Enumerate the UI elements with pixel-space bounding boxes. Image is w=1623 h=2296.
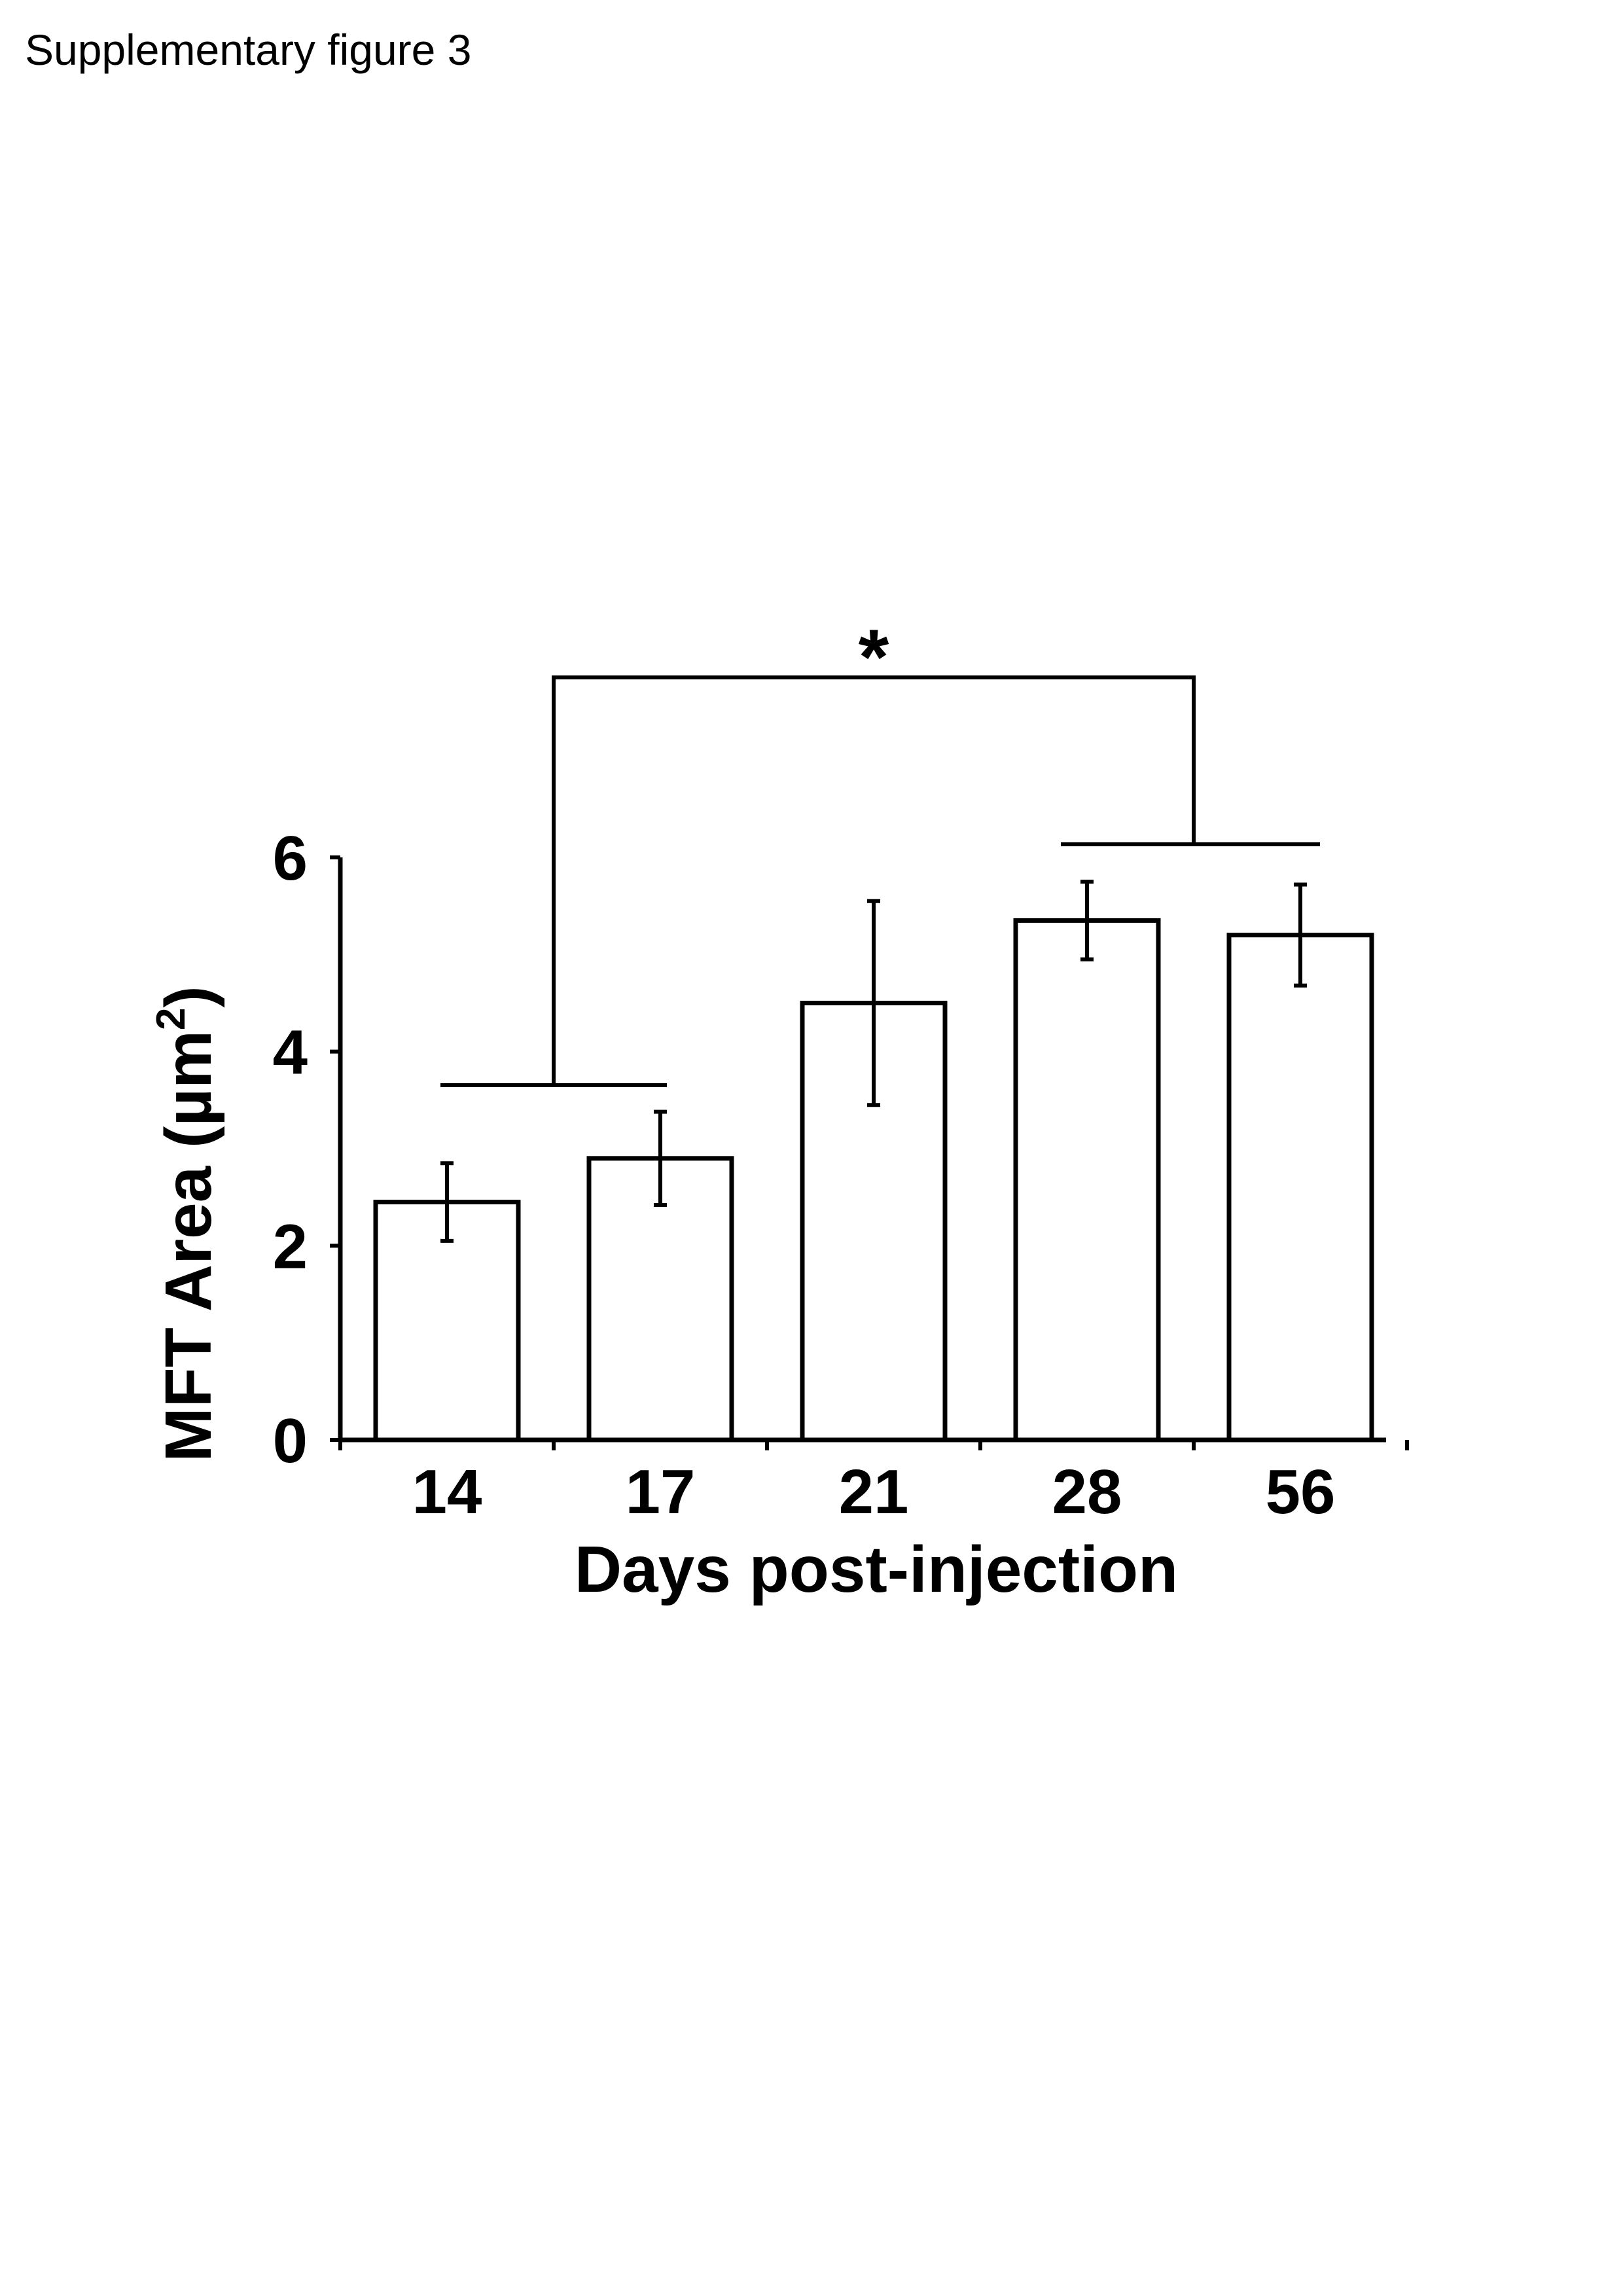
bar-17	[586, 1156, 734, 1443]
x-tick-label: 17	[626, 1457, 696, 1527]
y-tick-label: 6	[273, 823, 308, 893]
y-axis-label-superscript: 2	[149, 1008, 194, 1030]
bar-28	[1013, 918, 1161, 1443]
x-tick-label: 21	[839, 1457, 909, 1527]
y-tick-label: 4	[273, 1018, 308, 1088]
chart-bars	[373, 918, 1374, 1443]
bracket-line	[552, 675, 1196, 1085]
y-tick-label: 2	[273, 1211, 308, 1282]
y-tick-label: 0	[273, 1406, 308, 1476]
y-axis-label-close: )	[152, 986, 225, 1007]
x-tick-label: 28	[1052, 1457, 1122, 1527]
significance-star: *	[859, 613, 889, 701]
y-axis-label: MFT Area (µm2)	[149, 986, 225, 1462]
chart-error-bars	[440, 880, 1307, 1243]
x-tick-label: 56	[1266, 1457, 1336, 1527]
bar-56	[1226, 933, 1374, 1443]
significance-bracket: *	[440, 613, 1320, 1087]
y-axis-label-main: MFT Area (µm	[152, 1030, 225, 1462]
x-axis-label: Days post-injection	[575, 1533, 1178, 1606]
x-tick-label: 14	[412, 1457, 482, 1527]
chart-ticks: 0 2 4 6 14 17 21 28 56	[273, 823, 1409, 1527]
page-title: Supplementary figure 3	[25, 26, 472, 74]
